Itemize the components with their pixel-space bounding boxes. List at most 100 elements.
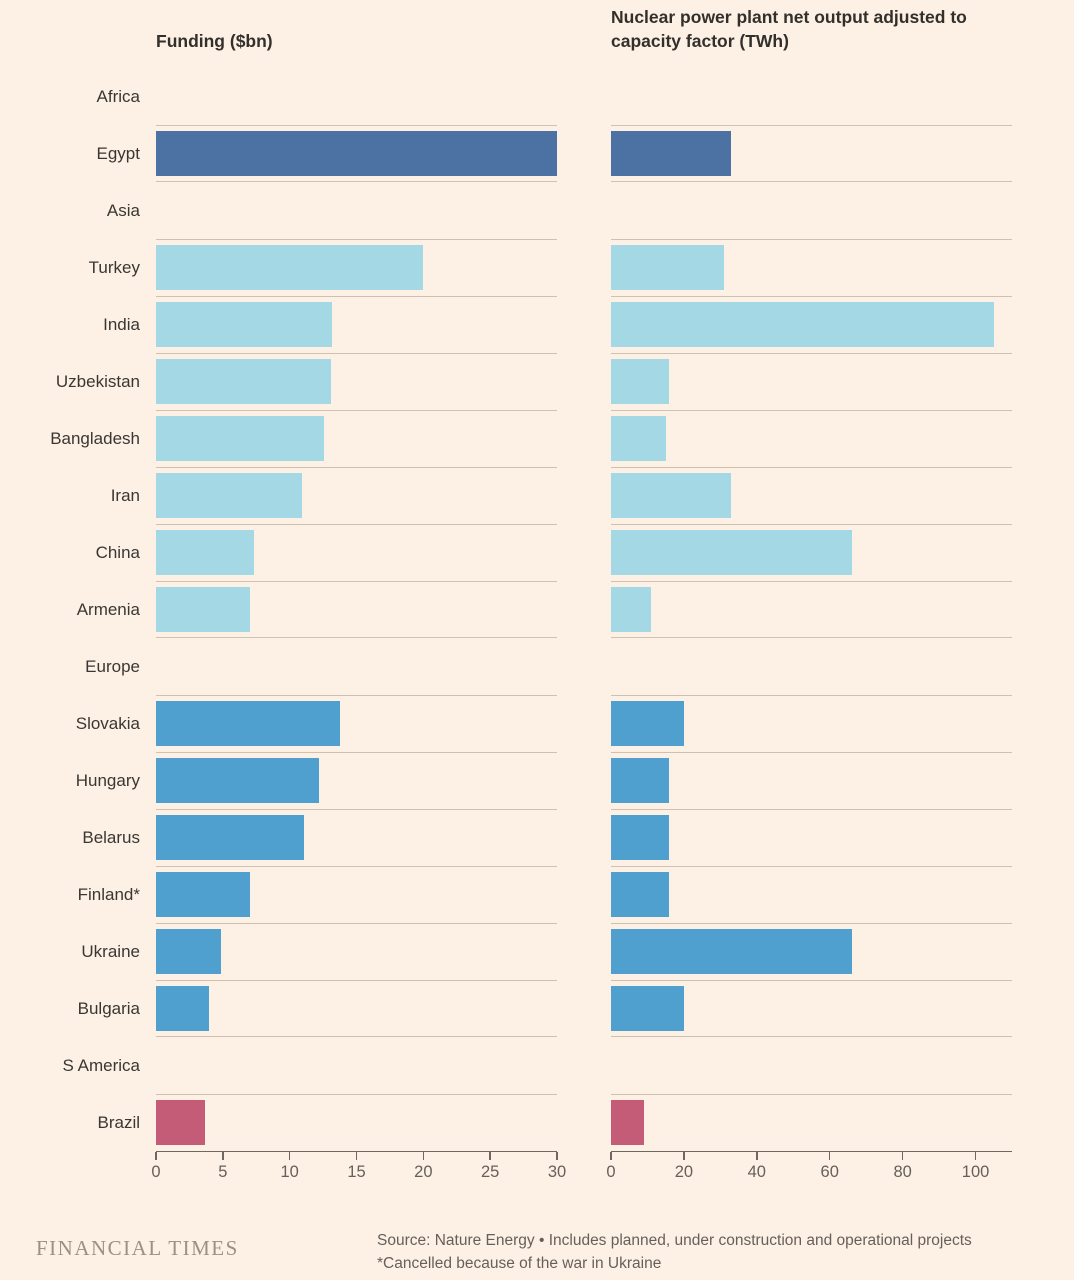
funding-track-ukraine [156, 923, 557, 980]
funding-track-armenia [156, 581, 557, 638]
country-row-brazil: Brazil [0, 1094, 1074, 1151]
country-label-bulgaria: Bulgaria [77, 999, 140, 1018]
output-track-belarus [611, 809, 1012, 866]
funding-bar-belarus [156, 815, 305, 860]
funding-track-bulgaria [156, 980, 557, 1037]
region-header-row-asia: Asia [0, 182, 1074, 239]
output-bar-bangladesh [611, 416, 666, 461]
funding-bar-bulgaria [156, 986, 210, 1031]
right-panel-title: Nuclear power plant net output adjusted … [611, 5, 1051, 53]
axis-tick-80 [901, 1152, 904, 1160]
funding-bar-slovakia [156, 701, 341, 746]
axis-tick-label-30: 30 [547, 1163, 567, 1181]
axis-tick-label-25: 25 [480, 1163, 500, 1181]
country-label-ukraine: Ukraine [81, 942, 140, 961]
axis-tick-label-5: 5 [218, 1163, 228, 1181]
axis-tick-100 [974, 1152, 977, 1160]
funding-track-brazil [156, 1094, 557, 1151]
region-header-row-s-america: S America [0, 1037, 1074, 1094]
funding-track-turkey [156, 239, 557, 296]
right-panel-title-line2: capacity factor (TWh) [611, 31, 789, 52]
left-panel-title: Funding ($bn) [156, 31, 273, 51]
funding-track-belarus [156, 809, 557, 866]
output-bar-belarus [611, 815, 670, 860]
country-row-egypt: Egypt [0, 125, 1074, 182]
output-track-bangladesh [611, 410, 1012, 467]
country-label-hungary: Hungary [75, 771, 140, 790]
funding-track-china [156, 524, 557, 581]
axis-tick-label-15: 15 [347, 1163, 366, 1181]
axis-tick-label-40: 40 [747, 1163, 766, 1181]
country-row-slovakia: Slovakia [0, 695, 1074, 752]
funding-x-axis: 0 5 10 15 20 25 30 [151, 1151, 566, 1201]
funding-track-finland [156, 866, 557, 923]
region-header-row-europe: Europe [0, 638, 1074, 695]
funding-track-iran [156, 467, 557, 524]
output-track-finland [611, 866, 1012, 923]
country-row-india: India [0, 296, 1074, 353]
country-label-bangladesh: Bangladesh [50, 429, 140, 448]
funding-bar-iran [156, 473, 302, 518]
funding-bar-turkey [156, 245, 424, 290]
country-row-iran: Iran [0, 467, 1074, 524]
axis-tick-5 [222, 1152, 224, 1160]
axis-tick-label-100: 100 [961, 1163, 990, 1181]
funding-bar-armenia [156, 587, 250, 632]
output-bar-india [611, 302, 994, 347]
output-bar-slovakia [611, 701, 684, 746]
output-bar-armenia [611, 587, 652, 632]
axis-tick-0 [155, 1152, 157, 1160]
axis-tick-20 [422, 1152, 425, 1160]
funding-track-hungary [156, 752, 557, 809]
output-bar-turkey [611, 245, 724, 290]
country-row-turkey: Turkey [0, 239, 1074, 296]
country-row-china: China [0, 524, 1074, 581]
chart-rows: Africa Egypt Asia Turkey India Uzbekistan Bang… [0, 68, 1074, 1151]
axis-tick-10 [288, 1152, 291, 1160]
country-label-turkey: Turkey [88, 258, 140, 277]
output-bar-iran [611, 473, 732, 518]
country-label-brazil: Brazil [97, 1113, 140, 1132]
source-note: Source: Nature Energy • Includes planned… [377, 1229, 1057, 1276]
output-track-iran [611, 467, 1012, 524]
country-row-armenia: Armenia [0, 581, 1074, 638]
output-bar-brazil [611, 1100, 644, 1145]
region-label-europe: Europe [85, 657, 140, 676]
axes-band: 0 5 10 15 20 25 30 0 20 40 60 80 100 [0, 1151, 1074, 1201]
country-row-hungary: Hungary [0, 752, 1074, 809]
output-track-slovakia [611, 695, 1012, 752]
country-row-finland: Finland* [0, 866, 1074, 923]
country-label-egypt: Egypt [96, 144, 140, 163]
source-line1: Source: Nature Energy • Includes planned… [377, 1232, 972, 1249]
funding-bar-india [156, 302, 333, 347]
output-bar-hungary [611, 758, 670, 803]
output-track-india [611, 296, 1012, 353]
output-bar-ukraine [611, 929, 852, 974]
funding-track-egypt [156, 125, 557, 182]
funding-track-bangladesh [156, 410, 557, 467]
axis-tick-label-0: 0 [151, 1163, 161, 1181]
output-track-hungary [611, 752, 1012, 809]
country-row-belarus: Belarus [0, 809, 1074, 866]
output-track-egypt [611, 125, 1012, 182]
output-track-bulgaria [611, 980, 1012, 1037]
footer: FINANCIAL TIMES Source: Nature Energy • … [0, 1225, 1074, 1280]
axis-tick-30 [556, 1152, 558, 1160]
country-label-belarus: Belarus [82, 828, 140, 847]
funding-bar-china [156, 530, 254, 575]
output-bar-egypt [611, 131, 732, 176]
output-bar-finland [611, 872, 670, 917]
output-bar-china [611, 530, 852, 575]
funding-bar-hungary [156, 758, 320, 803]
funding-bar-egypt [156, 131, 557, 176]
country-label-china: China [95, 543, 140, 562]
axis-tick-label-0: 0 [606, 1163, 616, 1181]
axis-tick-40 [756, 1152, 758, 1160]
region-label-africa: Africa [96, 87, 140, 106]
country-row-bangladesh: Bangladesh [0, 410, 1074, 467]
country-row-bulgaria: Bulgaria [0, 980, 1074, 1037]
country-label-armenia: Armenia [76, 600, 140, 619]
axis-tick-60 [828, 1152, 831, 1160]
country-label-uzbekistan: Uzbekistan [55, 372, 140, 391]
region-label-asia: Asia [106, 201, 140, 220]
